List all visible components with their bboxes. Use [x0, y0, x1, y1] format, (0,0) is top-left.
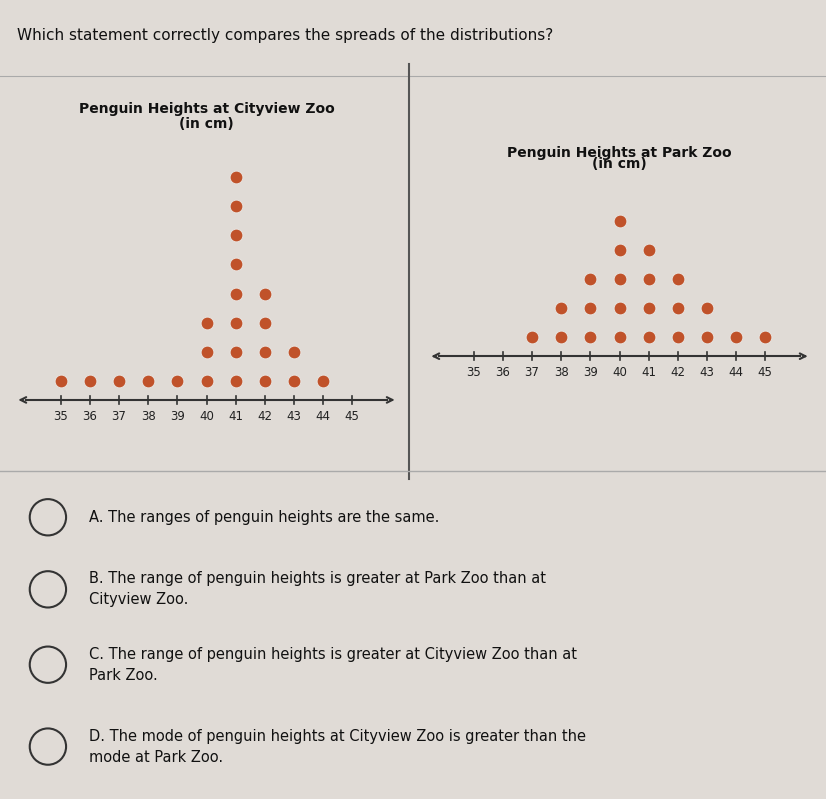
Text: 44: 44 [316, 410, 330, 423]
Point [259, 287, 272, 300]
Point [55, 375, 68, 388]
Text: 43: 43 [287, 410, 301, 423]
Point [200, 316, 213, 329]
Point [83, 375, 97, 388]
Text: 43: 43 [700, 367, 714, 380]
Point [259, 375, 272, 388]
Point [613, 272, 626, 285]
Point [229, 345, 242, 358]
Point [200, 375, 213, 388]
Text: B. The range of penguin heights is greater at Park Zoo than at
Cityview Zoo.: B. The range of penguin heights is great… [89, 571, 546, 607]
Point [700, 331, 714, 344]
Text: 39: 39 [583, 367, 598, 380]
Point [613, 244, 626, 256]
Text: Which statement correctly compares the spreads of the distributions?: Which statement correctly compares the s… [17, 29, 553, 43]
Text: 44: 44 [729, 367, 743, 380]
Text: (in cm): (in cm) [179, 117, 234, 131]
Text: 35: 35 [54, 410, 68, 423]
Point [672, 302, 685, 315]
Point [642, 302, 655, 315]
Point [642, 331, 655, 344]
Point [642, 272, 655, 285]
Point [229, 375, 242, 388]
Text: 42: 42 [671, 367, 686, 380]
Point [584, 272, 597, 285]
Text: 45: 45 [344, 410, 359, 423]
Point [729, 331, 743, 344]
Text: A. The ranges of penguin heights are the same.: A. The ranges of penguin heights are the… [89, 510, 439, 525]
Text: 40: 40 [612, 367, 627, 380]
Text: D. The mode of penguin heights at Cityview Zoo is greater than the
mode at Park : D. The mode of penguin heights at Cityvi… [89, 729, 586, 765]
Point [642, 244, 655, 256]
Text: 45: 45 [757, 367, 772, 380]
Point [259, 316, 272, 329]
Text: 38: 38 [553, 367, 568, 380]
Text: 35: 35 [467, 367, 481, 380]
Text: 36: 36 [496, 367, 510, 380]
Point [672, 272, 685, 285]
Point [554, 331, 567, 344]
Point [229, 258, 242, 271]
Text: C. The range of penguin heights is greater at Cityview Zoo than at
Park Zoo.: C. The range of penguin heights is great… [89, 646, 577, 682]
Point [613, 214, 626, 227]
Point [525, 331, 539, 344]
Point [316, 375, 330, 388]
Point [672, 331, 685, 344]
Text: 41: 41 [228, 410, 243, 423]
Point [112, 375, 126, 388]
Point [141, 375, 154, 388]
Point [584, 302, 597, 315]
Point [613, 331, 626, 344]
Point [758, 331, 771, 344]
Point [229, 200, 242, 213]
Text: 41: 41 [641, 367, 656, 380]
Point [287, 345, 301, 358]
Text: 42: 42 [258, 410, 273, 423]
Point [200, 345, 213, 358]
Point [171, 375, 184, 388]
Text: 37: 37 [525, 367, 539, 380]
Point [229, 316, 242, 329]
Text: Penguin Heights at Cityview Zoo: Penguin Heights at Cityview Zoo [78, 101, 335, 116]
Text: 39: 39 [170, 410, 185, 423]
Text: 37: 37 [112, 410, 126, 423]
Point [229, 170, 242, 183]
Text: Penguin Heights at Park Zoo: Penguin Heights at Park Zoo [507, 146, 732, 160]
Point [554, 302, 567, 315]
Point [259, 345, 272, 358]
Text: 40: 40 [199, 410, 214, 423]
Point [584, 331, 597, 344]
Point [613, 302, 626, 315]
Text: (in cm): (in cm) [592, 157, 647, 171]
Point [287, 375, 301, 388]
Text: 36: 36 [83, 410, 97, 423]
Point [229, 287, 242, 300]
Point [229, 229, 242, 241]
Point [700, 302, 714, 315]
Text: 38: 38 [140, 410, 155, 423]
